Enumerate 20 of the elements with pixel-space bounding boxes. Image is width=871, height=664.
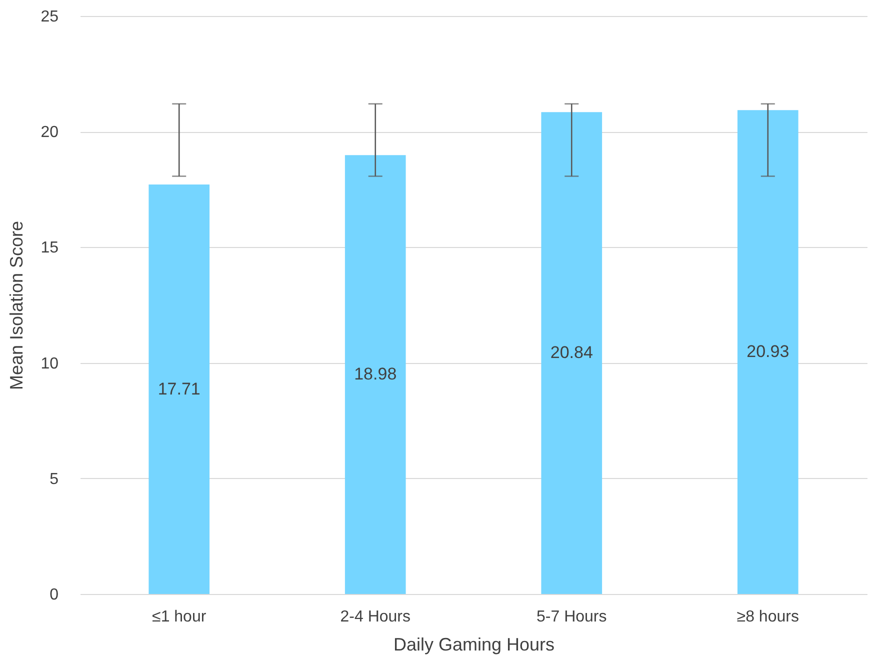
x-tick-label: 2-4 Hours — [340, 608, 410, 626]
data-label: 20.93 — [746, 342, 790, 362]
data-label: 18.98 — [354, 364, 397, 384]
y-tick-label: 25 — [40, 8, 59, 26]
data-label: 20.84 — [550, 343, 593, 362]
x-tick-label: ≥8 hours — [736, 608, 799, 626]
y-tick-label: 15 — [40, 240, 59, 257]
x-tick-label: ≤1 hour — [152, 608, 207, 626]
y-tick-label: 5 — [50, 470, 59, 488]
y-tick-label: 20 — [40, 124, 59, 142]
y-axis-title: Mean Isolation Score — [6, 220, 27, 390]
x-tick-label: 5-7 Hours — [536, 608, 607, 626]
bar — [737, 110, 798, 594]
bar — [148, 184, 210, 594]
x-axis-title: Daily Gaming Hours — [393, 634, 555, 654]
y-tick-label: 10 — [40, 355, 59, 372]
bar — [344, 155, 406, 594]
bar — [541, 112, 602, 594]
y-tick-label: 0 — [50, 586, 59, 604]
data-label: 17.71 — [158, 379, 200, 398]
